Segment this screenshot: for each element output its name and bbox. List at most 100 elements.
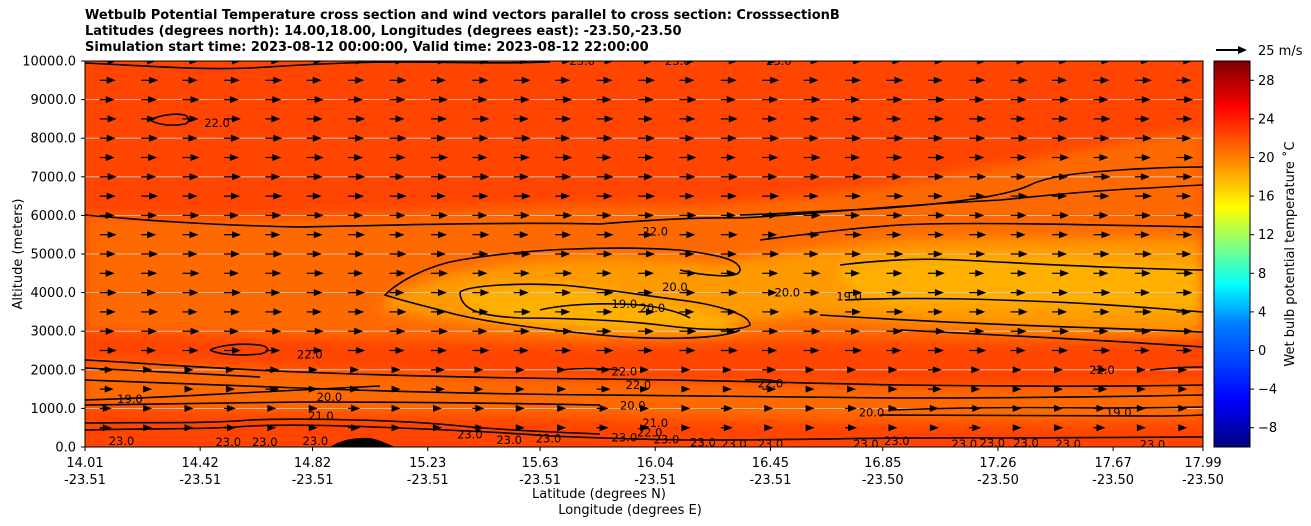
wind-vector-arrow xyxy=(513,173,529,181)
wind-vector-arrow xyxy=(308,404,318,412)
wind-vector-arrow xyxy=(640,385,649,393)
wind-vector-arrow xyxy=(681,385,691,393)
wind-vector-arrow xyxy=(1176,231,1193,239)
x-tick-label-lat: 16.85 xyxy=(864,456,901,471)
wind-vector-arrow xyxy=(348,404,361,412)
wind-vector-arrow xyxy=(720,76,737,84)
wind-vector-arrow xyxy=(681,366,691,374)
wind-vector-arrow xyxy=(265,269,282,277)
wind-vector-arrow xyxy=(638,289,653,297)
wind-vector-arrow xyxy=(432,404,442,412)
wind-vector-arrow xyxy=(929,404,939,412)
wind-vector-arrow xyxy=(971,385,981,393)
wind-vector-arrow xyxy=(432,424,442,432)
wind-vector-arrow xyxy=(803,231,820,239)
wind-vector-arrow xyxy=(389,347,405,354)
wind-vector-arrow xyxy=(513,269,530,277)
wind-vector-arrow xyxy=(223,404,236,412)
wind-vector-arrow xyxy=(886,308,904,316)
contour-label: 23.0 xyxy=(980,436,1006,450)
wind-vector-arrow xyxy=(557,366,567,374)
wind-vector-arrow xyxy=(391,404,401,412)
wind-vector-arrow xyxy=(638,173,653,181)
contour-19-low xyxy=(85,401,601,406)
wind-vector-arrow xyxy=(182,231,199,239)
wind-vector-arrow xyxy=(720,211,736,219)
wind-vector-arrow xyxy=(638,269,654,277)
colorbar-tick-label: 20 xyxy=(1258,151,1275,166)
wind-vector-arrow xyxy=(927,96,945,104)
wind-vector-arrow xyxy=(389,61,405,65)
y-axis: 0.0 1000.0 2000.0 3000.0 4000.0 5000.0 6000.0 7… xyxy=(22,55,85,456)
wind-vector-arrow xyxy=(472,250,489,258)
wind-vector-arrow xyxy=(555,76,571,84)
wind-vector-arrow xyxy=(223,289,241,297)
wind-vector-arrow xyxy=(845,347,863,354)
wind-vector-arrow xyxy=(348,327,364,335)
wind-vector-arrow xyxy=(888,366,898,374)
wind-vector-arrow xyxy=(638,308,655,316)
wind-vector-arrow xyxy=(99,404,112,412)
wind-vector-arrow xyxy=(182,308,198,316)
wind-vector-arrow xyxy=(720,154,736,161)
wind-vector-arrow xyxy=(513,289,529,297)
wind-vector-arrow xyxy=(430,269,448,277)
contour-label: 19.0 xyxy=(1106,405,1132,419)
wind-vector-arrow xyxy=(762,154,779,161)
wind-vector-arrow xyxy=(1093,154,1109,161)
wind-vector-arrow xyxy=(845,269,861,277)
x-tick-label-lon: -23.51 xyxy=(519,473,561,488)
wind-vector-arrow xyxy=(1176,289,1193,297)
wind-vector-arrow xyxy=(1052,327,1070,335)
wind-vector-arrow xyxy=(1010,61,1026,65)
wind-vector-arrow xyxy=(803,347,820,354)
wind-vector-arrow xyxy=(182,250,198,258)
wind-vector-arrow xyxy=(472,404,485,412)
wind-vector-arrow xyxy=(306,192,322,200)
contour-label: 23.0 xyxy=(721,437,747,451)
wind-vector-arrow xyxy=(1136,366,1146,374)
wind-vector-arrow xyxy=(389,192,407,200)
wind-vector-arrow xyxy=(969,76,986,84)
wind-vector-arrow xyxy=(513,192,531,200)
contour-surface-2 xyxy=(85,418,601,435)
wind-vector-arrow xyxy=(845,192,862,200)
y-tick-label: 6000.0 xyxy=(31,209,77,224)
x-tick-label-lat: 17.67 xyxy=(1095,456,1132,471)
wind-vector-arrow xyxy=(1176,173,1193,181)
x-axis-label: Latitude (degrees N) xyxy=(532,487,666,502)
x-tick-label-lat: 16.45 xyxy=(752,456,789,471)
wind-vector-arrow xyxy=(1052,231,1069,239)
wind-vector-arrow xyxy=(1134,327,1151,335)
wind-vector-arrow xyxy=(886,154,903,161)
wind-vector-arrow xyxy=(513,250,531,258)
contour-lines xyxy=(85,61,1203,441)
wind-vector-arrow xyxy=(638,96,654,104)
wind-key-arrow-head xyxy=(1238,46,1247,54)
wind-vector-arrow xyxy=(389,327,406,335)
wind-vector-arrow xyxy=(141,231,157,239)
wind-vector-arrow xyxy=(805,424,815,432)
wind-vector-arrow xyxy=(141,134,159,142)
contour-label: 23.0 xyxy=(1140,437,1166,451)
x-tick-label-lon: -23.51 xyxy=(179,473,221,488)
wind-vector-arrow xyxy=(182,154,200,161)
y-tick-label: 3000.0 xyxy=(31,325,77,340)
x-tick-label-lon: -23.51 xyxy=(407,473,449,488)
wind-vector-arrow xyxy=(472,96,488,104)
wind-vector-arrow xyxy=(1010,211,1027,219)
wind-vector-arrow xyxy=(515,424,525,432)
wind-vector-arrow xyxy=(306,231,323,239)
wind-vector-arrow xyxy=(306,61,323,65)
wind-vector-arrow xyxy=(762,366,777,374)
contour-label: 23.0 xyxy=(665,54,691,68)
wind-vector-arrow xyxy=(1010,96,1027,104)
wind-vector-arrow xyxy=(472,115,490,123)
wind-vector-arrow xyxy=(99,327,115,335)
wind-vector-arrow xyxy=(720,250,737,258)
wind-vector-arrow xyxy=(679,154,697,161)
wind-vector-arrow xyxy=(306,96,324,104)
wind-vector-arrow xyxy=(430,192,446,200)
wind-vector-arrow xyxy=(555,115,572,123)
wind-vector-arrow xyxy=(845,424,858,432)
